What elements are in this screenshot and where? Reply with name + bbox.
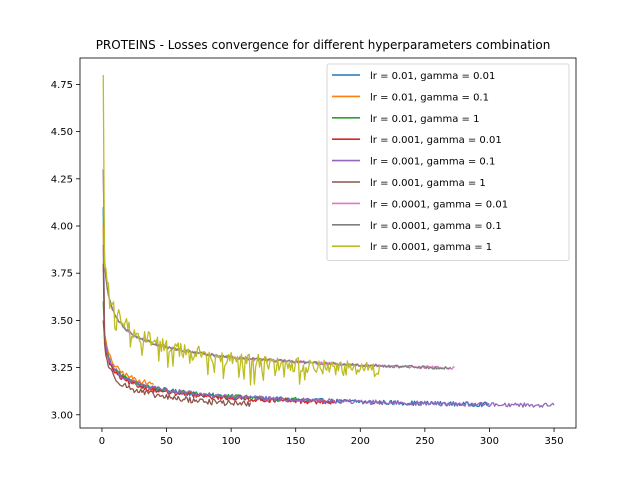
x-tick-label: 50 [160,436,173,447]
y-tick-label: 3.50 [51,316,73,327]
legend: lr = 0.01, gamma = 0.01 lr = 0.01, gamma … [326,63,570,262]
x-tick-label: 350 [544,436,563,447]
y-tick-label: 4.50 [51,127,73,138]
legend-label: lr = 0.01, gamma = 1 [370,114,479,125]
x-axis: 0 50 100 150 200 250 300 350 [99,428,564,447]
legend-label: lr = 0.01, gamma = 0.1 [370,92,489,103]
chart-title: PROTEINS - Losses convergence for differ… [96,38,551,52]
legend-label: lr = 0.001, gamma = 0.01 [370,135,502,146]
series-line [102,244,555,408]
series-line [102,320,336,405]
y-tick-label: 4.25 [51,174,73,185]
x-tick-label: 250 [415,436,434,447]
plot-frame [79,57,577,429]
y-tick-label: 4.00 [51,222,73,233]
series-line [102,263,252,408]
series-line [102,226,155,386]
legend-box [326,63,570,262]
x-tick-label: 100 [222,436,241,447]
x-tick-label: 0 [99,436,105,447]
x-tick-label: 200 [351,436,370,447]
x-tick-label: 150 [286,436,305,447]
legend-label: lr = 0.01, gamma = 0.01 [370,71,495,82]
legend-label: lr = 0.001, gamma = 1 [370,178,486,189]
y-tick-label: 3.00 [51,410,73,421]
legend-label: lr = 0.0001, gamma = 0.01 [370,199,508,210]
legend-label: lr = 0.001, gamma = 0.1 [370,157,495,168]
x-tick-label: 300 [480,436,499,447]
y-tick-label: 3.25 [51,363,73,374]
y-tick-label: 4.75 [51,80,73,91]
series-lines [102,74,555,408]
y-tick-label: 3.75 [51,269,73,280]
legend-label: lr = 0.0001, gamma = 1 [370,242,492,253]
series-line [102,74,381,386]
legend-label: lr = 0.0001, gamma = 0.1 [370,221,502,232]
y-axis: 3.00 3.25 3.50 3.75 4.00 4.25 4.50 4.75 [51,80,80,421]
